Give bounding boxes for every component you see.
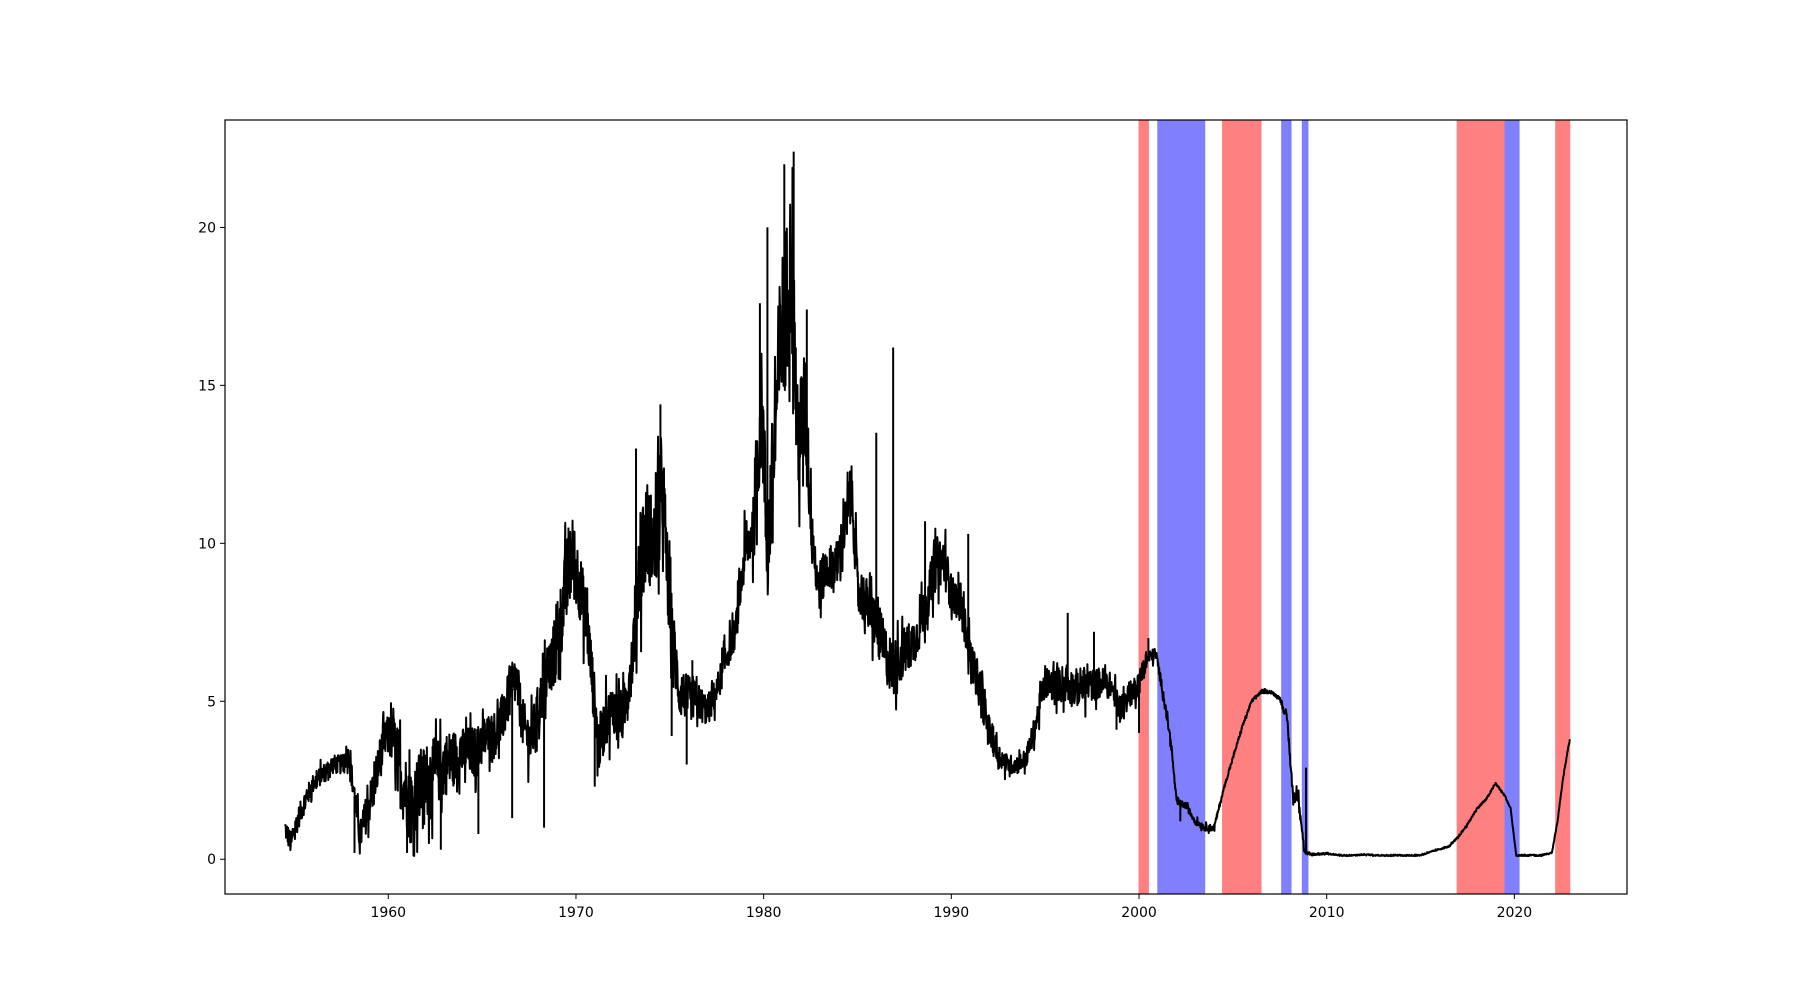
x-tick-label-2010: 2010 bbox=[1309, 905, 1345, 921]
plot-frame bbox=[224, 119, 1628, 895]
x-tick-label-1980: 1980 bbox=[746, 905, 782, 921]
y-tick-label-15: 15 bbox=[198, 378, 216, 394]
shaded-region-blue-7 bbox=[1504, 119, 1520, 895]
y-tick-label-5: 5 bbox=[207, 694, 216, 710]
x-tick-label-1970: 1970 bbox=[558, 905, 594, 921]
shaded-region-red-3 bbox=[1222, 119, 1262, 895]
y-tick-label-20: 20 bbox=[198, 220, 216, 236]
shaded-region-blue-2 bbox=[1157, 119, 1206, 895]
series-line-group bbox=[284, 151, 1571, 858]
shaded-region-red-6 bbox=[1456, 119, 1506, 895]
y-tick-label-10: 10 bbox=[198, 536, 216, 552]
shaded-region-blue-4 bbox=[1281, 119, 1292, 895]
shaded-region-red-1 bbox=[1138, 119, 1149, 895]
x-axis: 1960 1970 1980 1990 2000 2010 2020 bbox=[370, 894, 1532, 921]
series-line bbox=[284, 166, 1571, 858]
y-tick-label-0: 0 bbox=[207, 852, 216, 868]
x-tick-label-1960: 1960 bbox=[370, 905, 406, 921]
x-tick-label-1990: 1990 bbox=[934, 905, 970, 921]
x-tick-label-2020: 2020 bbox=[1497, 905, 1533, 921]
shaded-regions bbox=[1138, 119, 1571, 895]
y-axis: 0 5 10 15 20 bbox=[198, 220, 225, 868]
x-tick-label-2000: 2000 bbox=[1121, 905, 1157, 921]
